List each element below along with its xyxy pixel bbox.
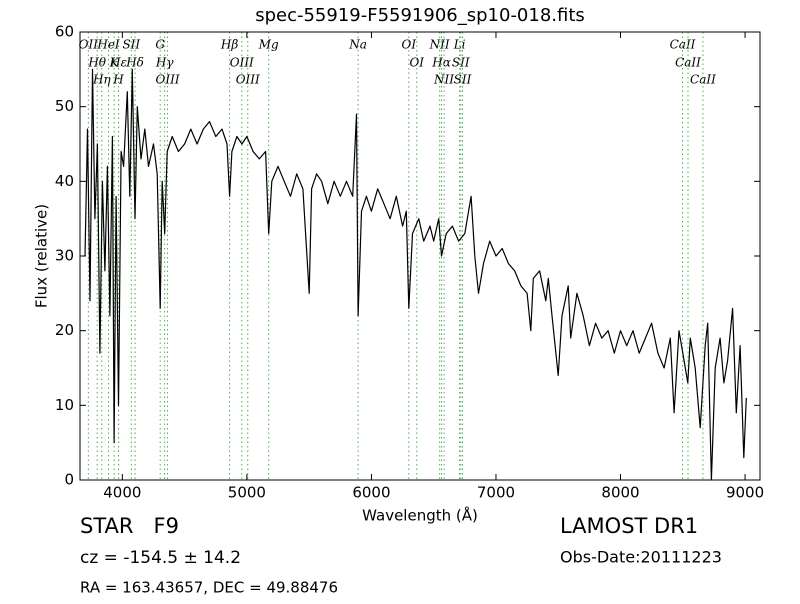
spectral-line-label: OIII (236, 73, 260, 87)
spectral-line-label: OII (79, 38, 99, 52)
spectral-line-label: Mg (258, 38, 279, 52)
y-tick-label: 0 (64, 471, 74, 489)
spectral-line-label: OIII (230, 56, 254, 70)
spectral-line-label: CaII (675, 56, 701, 70)
spectral-line-label: OI (409, 56, 424, 70)
spectral-line-label: OI (402, 38, 417, 52)
spectral-line-label: SII (122, 38, 140, 52)
spectral-line-label: NII (429, 38, 450, 52)
chart-title: spec-55919-F5591906_sp10-018.fits (255, 5, 585, 26)
y-tick-label: 30 (55, 247, 74, 265)
spectral-line-label: HeI (96, 38, 120, 52)
coordinates: RA = 163.43657, DEC = 49.88476 (80, 579, 338, 597)
spectral-line-label: CaII (670, 38, 696, 52)
spectral-line-label: Hα (431, 56, 451, 70)
survey: LAMOST DR1 (560, 514, 698, 538)
y-tick-label: 40 (55, 172, 74, 190)
spectral-line-label: Hη (92, 73, 111, 87)
spectral-line-label: SII (454, 73, 472, 87)
spectral-line-label: Hδ (125, 56, 144, 70)
spectral-line-label: K (109, 56, 120, 70)
x-tick-label: 6000 (352, 484, 390, 502)
plot-background (80, 32, 760, 480)
x-tick-label: 9000 (726, 484, 764, 502)
spectral-line-label: Na (348, 38, 367, 52)
spectral-line-label: OIII (156, 73, 180, 87)
spectral-line-label: NII (433, 73, 454, 87)
x-tick-label: 7000 (477, 484, 515, 502)
spectral-line-label: SII (452, 56, 470, 70)
redshift: cz = -154.5 ± 14.2 (80, 548, 241, 568)
y-tick-label: 10 (55, 396, 74, 414)
x-tick-label: 5000 (228, 484, 266, 502)
spectral-line-label: H (112, 73, 124, 87)
spectral-line-label: G (155, 38, 165, 52)
x-tick-label: 4000 (103, 484, 141, 502)
x-axis-label: Wavelength (Å) (362, 506, 478, 525)
spectral-line-label: CaII (690, 73, 716, 87)
y-axis-label: Flux (relative) (33, 204, 51, 308)
spectral-line-label: Hγ (155, 56, 174, 70)
spectrum-line (84, 68, 747, 481)
spectral-line-label: Li (453, 38, 466, 52)
y-tick-label: 60 (55, 23, 74, 41)
spectral-line-label: Hε (109, 56, 127, 70)
x-tick-label: 8000 (601, 484, 639, 502)
obs-date: Obs-Date:20111223 (560, 548, 722, 567)
y-tick-label: 20 (55, 321, 74, 339)
y-tick-label: 50 (55, 97, 74, 115)
spectral-line-label: Hβ (220, 38, 238, 52)
object-class: STAR F9 (80, 514, 179, 538)
spectral-line-label: Hθ (87, 56, 106, 70)
